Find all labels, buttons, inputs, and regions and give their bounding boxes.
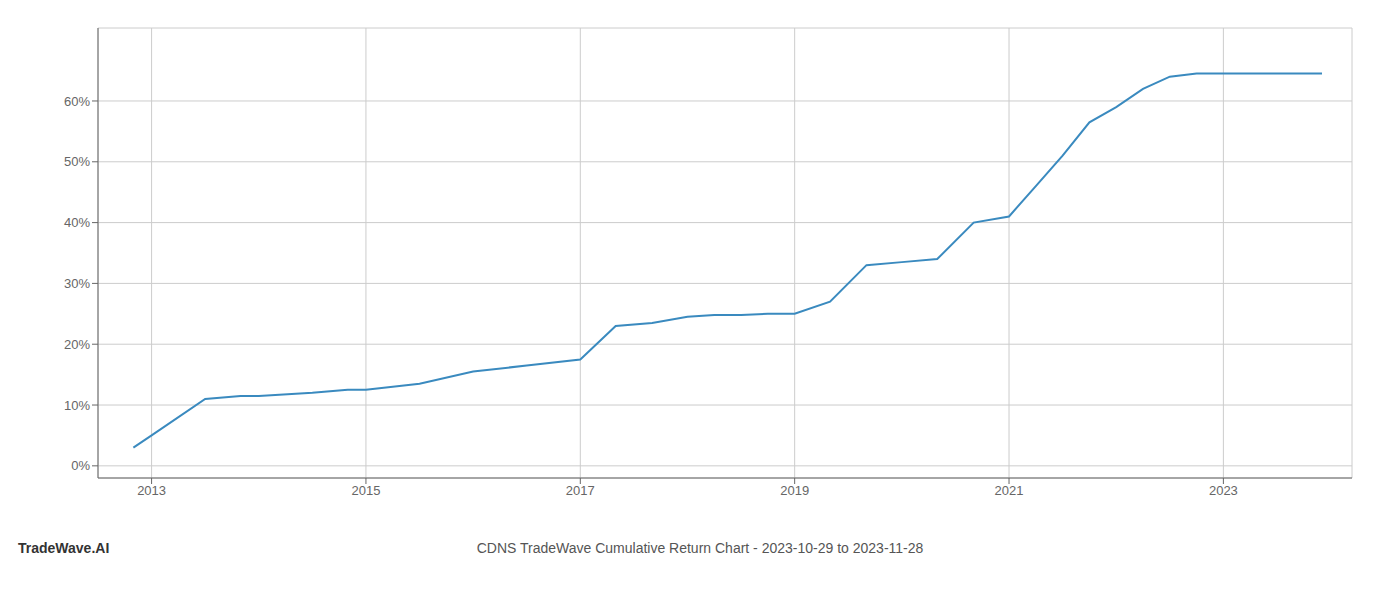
html-text:CDNS TradeWave Cumulative Retu: CDNS TradeWave Cumulative Return Chart -… [476,540,924,556]
svg-text:30%: 30% [64,276,90,291]
svg-text:10%: 10% [64,398,90,413]
svg-text:0%: 0% [71,458,90,473]
svg-text:40%: 40% [64,215,90,230]
svg-text:2015: 2015 [351,483,380,498]
svg-text:2019: 2019 [780,483,809,498]
svg-text:2017: 2017 [566,483,595,498]
svg-text:60%: 60% [64,94,90,109]
svg-text:50%: 50% [64,154,90,169]
svg-text:20%: 20% [64,337,90,352]
html-text:TradeWave.AI: TradeWave.AI [18,540,110,556]
svg-text:2023: 2023 [1209,483,1238,498]
svg-text:2021: 2021 [995,483,1024,498]
svg-text:2013: 2013 [137,483,166,498]
